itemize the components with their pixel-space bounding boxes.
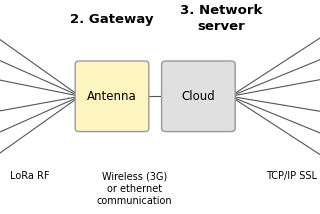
Text: Antenna: Antenna [87,90,137,103]
Text: 3. Network
server: 3. Network server [180,4,262,33]
Text: Cloud: Cloud [181,90,215,103]
Text: LoRa RF: LoRa RF [10,171,49,181]
Text: 2. Gateway: 2. Gateway [70,13,154,26]
Text: Wireless (3G)
or ethernet
communication: Wireless (3G) or ethernet communication [97,171,172,206]
Text: TCP/IP SSL: TCP/IP SSL [266,171,317,181]
FancyBboxPatch shape [75,61,149,132]
FancyBboxPatch shape [162,61,235,132]
